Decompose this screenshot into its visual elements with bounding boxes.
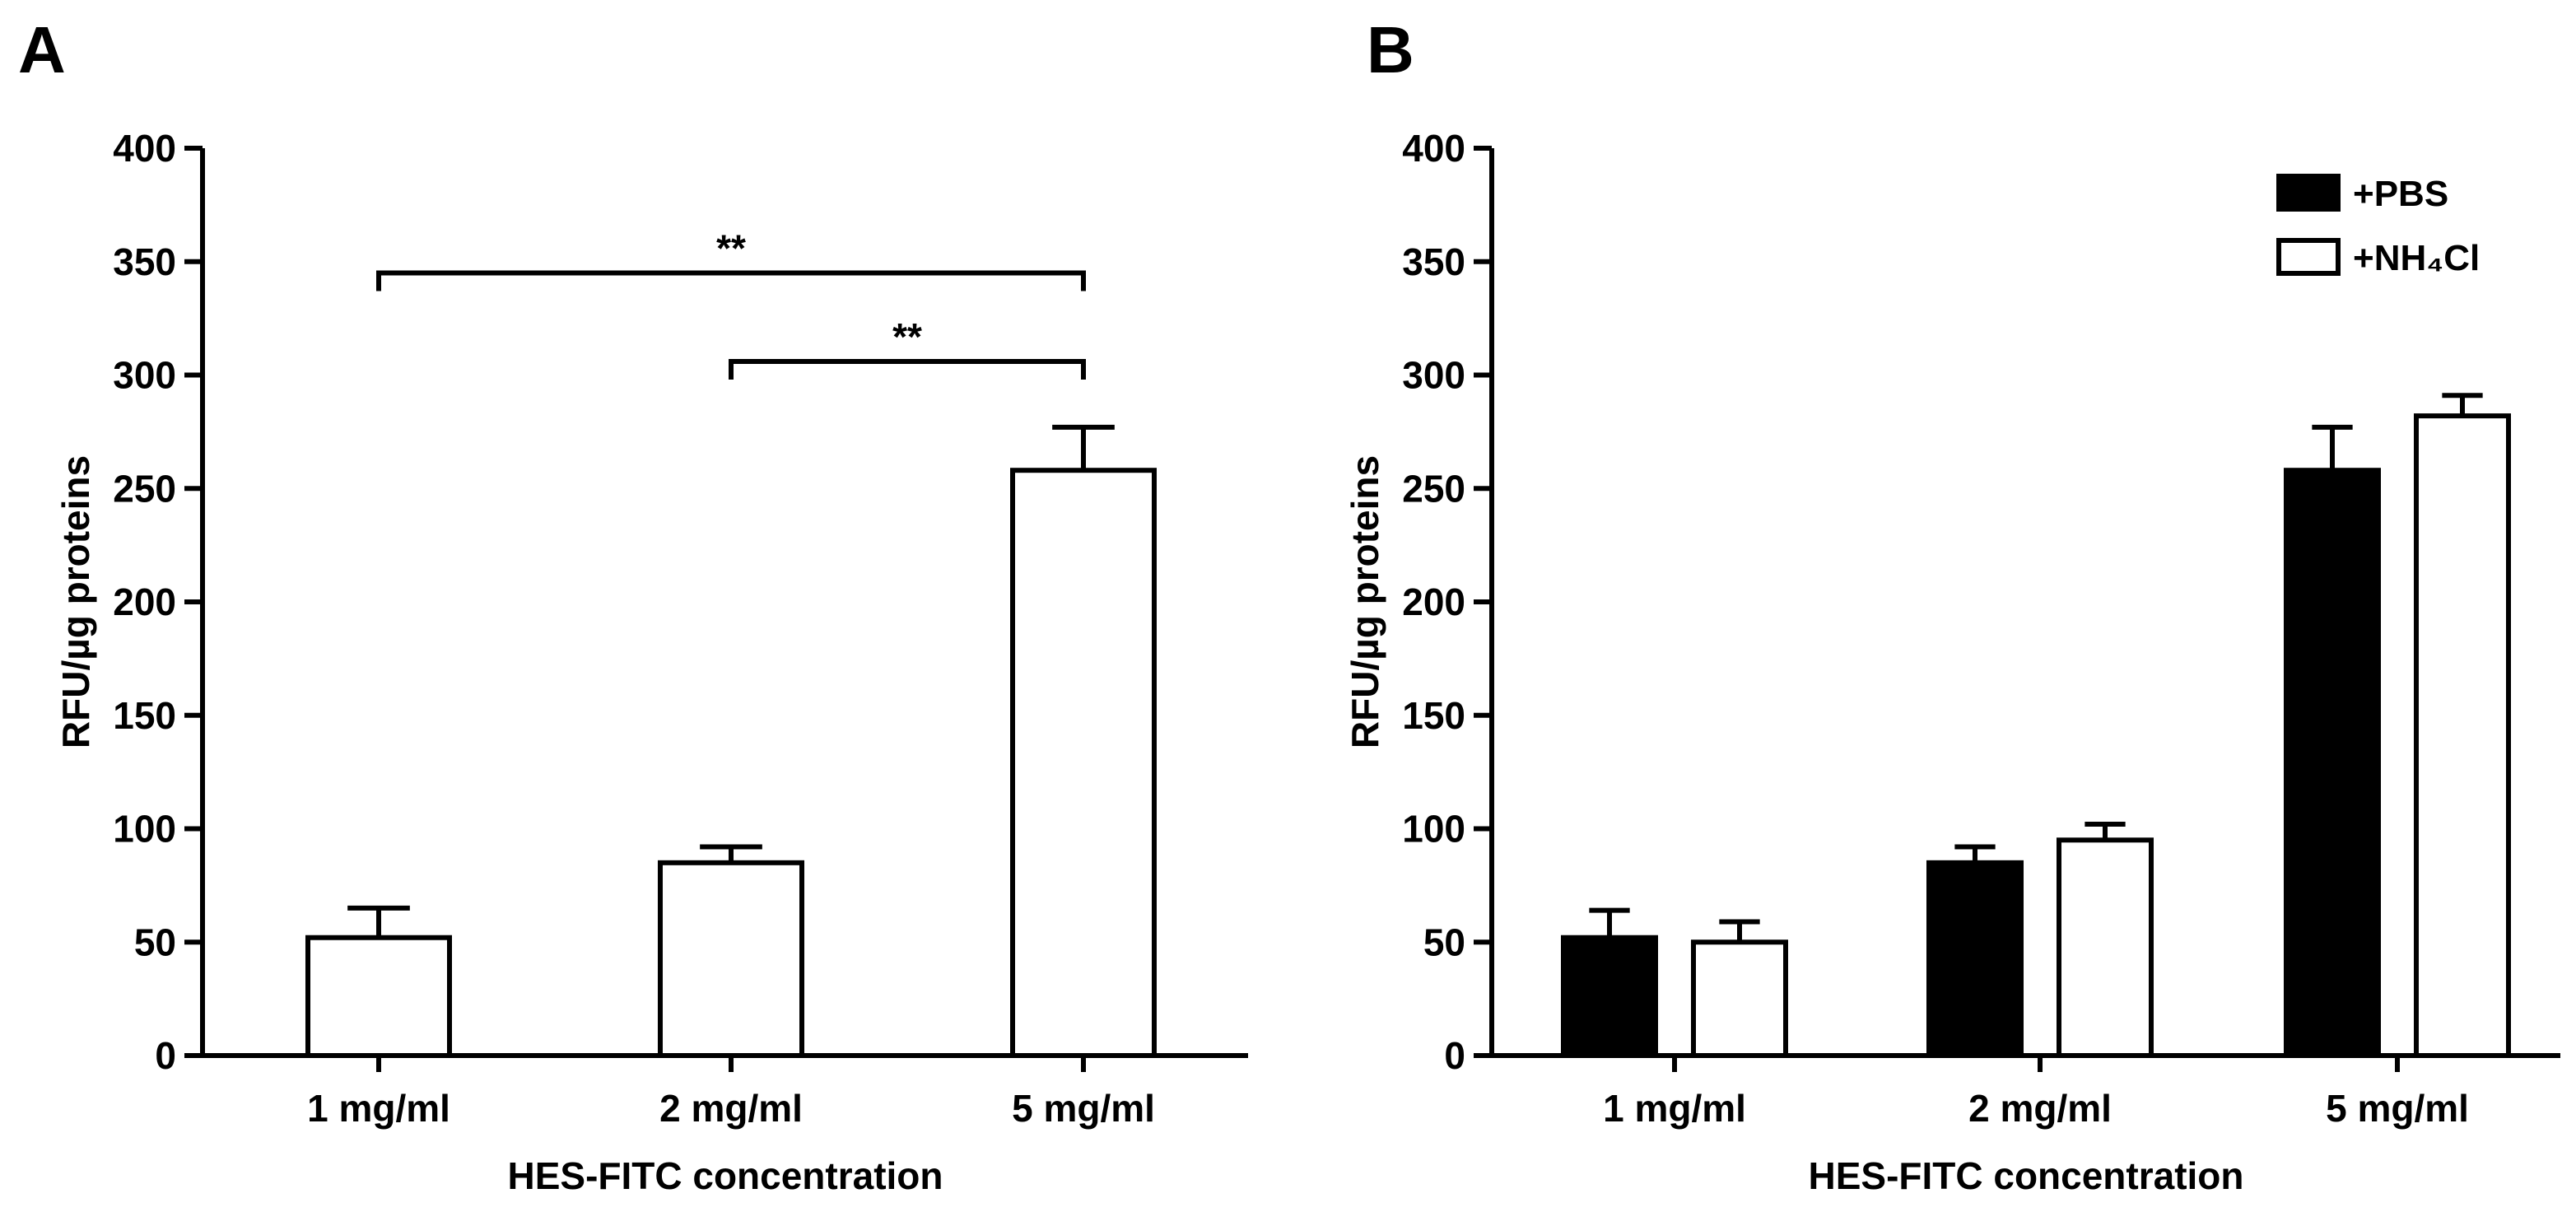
legend-label: +PBS — [2353, 174, 2448, 214]
bar — [305, 935, 452, 1058]
y-tick-label: 350 — [1402, 240, 1465, 283]
y-axis-label: RFU/µg proteins — [54, 455, 97, 748]
panel-letter: A — [18, 13, 66, 86]
y-tick-label: 350 — [113, 240, 176, 283]
y-tick-label: 100 — [1402, 808, 1465, 851]
significance-label: ** — [716, 227, 746, 270]
x-axis-label: HES-FITC concentration — [507, 1154, 943, 1197]
x-axis-label: HES-FITC concentration — [1808, 1154, 2243, 1197]
y-tick-label: 200 — [1402, 580, 1465, 623]
significance-label: ** — [892, 315, 922, 358]
y-tick-label: 0 — [155, 1034, 176, 1077]
y-tick-label: 400 — [113, 127, 176, 170]
x-tick-label: 1 mg/ml — [1603, 1087, 1746, 1130]
y-tick-label: 400 — [1402, 127, 1465, 170]
bar — [1561, 935, 1658, 1058]
x-tick-label: 5 mg/ml — [2326, 1087, 2469, 1130]
y-tick-label: 50 — [1423, 921, 1465, 963]
significance-bracket — [376, 270, 1086, 291]
y-tick-label: 200 — [113, 580, 176, 623]
panel-b: B 0 50 100 150 200 250 300 350 400 RFU/µg proteins… — [1344, 13, 2560, 1197]
bar — [658, 860, 804, 1058]
bar — [1926, 860, 2024, 1058]
x-tick-label: 1 mg/ml — [307, 1087, 450, 1130]
y-tick-label: 0 — [1444, 1034, 1465, 1077]
y-tick-label: 300 — [113, 354, 176, 397]
legend-swatch — [2276, 174, 2341, 212]
bar — [1691, 939, 1788, 1058]
legend-swatch — [2276, 238, 2341, 276]
legend-label: +NH₄Cl — [2353, 238, 2480, 278]
y-tick-label: 150 — [113, 694, 176, 737]
bar — [1010, 468, 1157, 1058]
y-tick-label: 250 — [113, 467, 176, 510]
panel-a: A 0 50 100 150 200 250 300 350 400 RFU/µg proteins… — [18, 13, 1248, 1197]
panel-letter: B — [1367, 13, 1414, 86]
y-axis-label: RFU/µg proteins — [1344, 455, 1386, 748]
x-tick-label: 5 mg/ml — [1012, 1087, 1155, 1130]
y-tick-label: 300 — [1402, 354, 1465, 397]
y-tick-label: 50 — [134, 921, 176, 963]
x-tick-label: 2 mg/ml — [659, 1087, 803, 1130]
y-tick-label: 250 — [1402, 467, 1465, 510]
x-tick-label: 2 mg/ml — [1968, 1087, 2112, 1130]
y-tick-label: 150 — [1402, 694, 1465, 737]
y-tick-label: 100 — [113, 808, 176, 851]
bar — [2057, 837, 2154, 1059]
bar — [2284, 468, 2381, 1058]
significance-bracket — [729, 358, 1086, 380]
bar — [2414, 413, 2511, 1058]
